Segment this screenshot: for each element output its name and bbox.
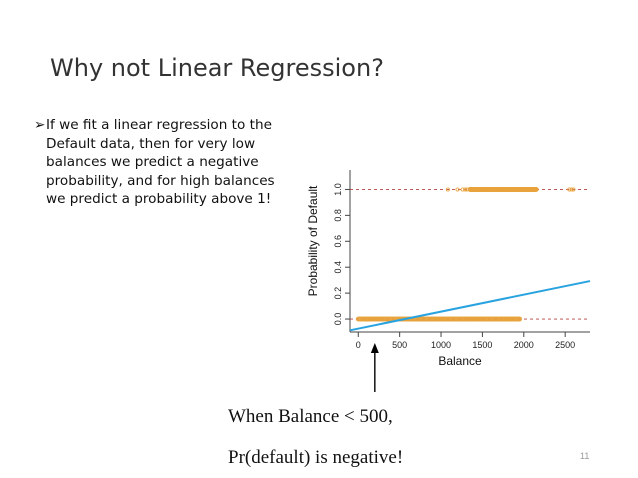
y-axis-title: Probability of Default <box>306 185 320 296</box>
data-point <box>507 187 512 192</box>
data-point <box>517 316 523 322</box>
x-tick-label: 0 <box>356 340 361 350</box>
data-point <box>436 317 441 322</box>
y-tick-label: 0.8 <box>333 209 343 222</box>
data-point <box>571 187 576 192</box>
bullet-line: If we fit a linear regression to the <box>46 117 272 133</box>
data-point <box>516 317 521 322</box>
x-tick-label: 1500 <box>472 340 492 350</box>
bullet-line: we predict a probability above 1! <box>46 191 272 207</box>
data-point <box>515 187 520 192</box>
data-point <box>370 317 375 322</box>
data-point <box>505 187 510 192</box>
data-point <box>569 187 574 192</box>
x-tick-label: 2500 <box>555 340 575 350</box>
data-point <box>445 187 450 192</box>
data-point <box>460 187 465 192</box>
arrow-bullet-icon: ➢ <box>34 117 46 133</box>
data-point <box>377 317 382 322</box>
bullet-line: Default data, then for very low <box>46 135 256 152</box>
data-point <box>475 317 480 322</box>
y-tick-label: 0.6 <box>333 235 343 248</box>
bullet-point: ➢ If we fit a linear regression to the D… <box>34 116 326 209</box>
scatter-chart: 0 500 1000 1500 2000 2500 0.0 0.2 0.4 0.6 0.8 1.0 Ba… <box>306 170 591 392</box>
data-point <box>498 317 503 322</box>
x-tick-label: 1000 <box>431 340 451 350</box>
data-point <box>499 187 504 192</box>
bullet-line: balances we predict a negative <box>46 154 259 170</box>
data-point <box>455 187 460 192</box>
y-tick-label: 0.2 <box>333 287 343 300</box>
data-point <box>471 187 476 192</box>
x-axis-title: Balance <box>438 354 482 368</box>
page-number: 11 <box>580 451 590 461</box>
y-tick-label: 0.4 <box>333 261 343 274</box>
data-point <box>463 187 468 192</box>
data-point <box>463 317 468 322</box>
data-point <box>464 187 469 192</box>
data-point <box>431 317 436 322</box>
data-point <box>530 187 535 192</box>
annotation-arrow-head <box>370 343 379 353</box>
points-series <box>445 186 576 192</box>
points-series <box>355 316 523 322</box>
caption-line-1: When Balance < 500, <box>228 406 393 427</box>
slide-title: Why not Linear Regression? <box>50 54 384 82</box>
bullet-line: probability, and for high balances <box>46 172 275 189</box>
data-point <box>458 317 463 322</box>
caption-line-2: Pr(default) is negative! <box>228 447 404 468</box>
y-tick-label: 1.0 <box>333 183 343 196</box>
y-tick-label: 0.0 <box>333 313 343 326</box>
data-point <box>448 317 453 322</box>
regression-line <box>349 280 591 332</box>
data-point <box>567 187 572 192</box>
x-tick-label: 500 <box>392 340 407 350</box>
x-tick-label: 2000 <box>514 340 534 350</box>
